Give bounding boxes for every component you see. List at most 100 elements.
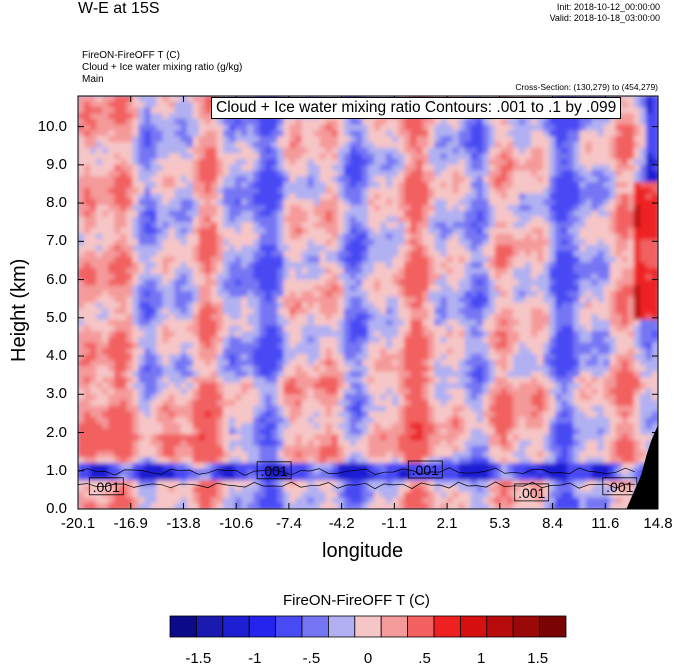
field-cell [368,308,375,315]
field-cell [494,313,502,321]
field-cell [422,377,430,384]
field-cell [651,354,658,361]
field-cell [615,325,623,332]
field-cell [150,107,158,115]
field-cell [90,365,97,373]
field-cell [174,96,182,103]
field-cell [186,141,194,149]
field-cell [603,187,611,195]
field-cell [651,113,658,120]
field-cell [319,136,327,143]
field-cell [301,382,309,390]
field-cell [537,268,545,275]
field-cell [404,336,412,344]
field-cell [295,336,303,344]
field-cell [319,124,327,132]
field-cell [307,348,315,355]
field-cell [506,245,514,252]
field-cell [235,256,242,264]
field-cell [174,204,182,212]
field-cell [603,141,611,149]
field-cell [114,354,122,361]
field-cell [84,291,91,298]
field-cell [108,388,116,396]
field-cell [265,233,273,241]
field-cell [120,204,128,212]
field-cell [138,319,146,327]
field-cell [265,193,273,201]
field-cell [96,124,103,132]
field-cell [428,159,436,166]
field-cell [513,159,520,166]
field-cell [603,124,611,132]
field-cell [307,250,315,258]
field-cell [301,268,309,275]
field-cell [204,233,212,241]
field-cell [289,124,297,132]
field-cell [416,118,424,126]
field-cell [108,130,116,137]
field-cell [259,176,267,183]
field-cell [561,245,569,252]
field-cell [289,233,297,241]
field-cell [90,256,97,264]
field-cell [609,199,617,206]
field-cell [156,210,164,218]
field-cell [422,136,430,143]
field-cell [144,113,152,120]
field-cell [241,159,248,166]
field-cell [277,273,285,281]
field-cell [410,365,418,373]
field-cell [247,124,255,132]
field-cell [96,118,103,126]
field-cell [567,256,575,264]
field-cell [513,141,520,149]
field-cell [132,204,140,212]
field-cell [519,147,526,155]
field-cell [621,118,629,126]
field-cell [144,176,152,183]
field-cell [555,141,563,149]
field-cell [458,359,466,367]
field-cell [549,153,557,160]
field-cell [410,216,418,223]
field-cell [506,268,514,275]
field-cell [446,371,454,378]
field-cell [591,239,599,246]
field-cell [180,118,188,126]
field-cell [416,336,424,344]
field-cell [156,199,164,206]
field-cell [150,101,158,109]
field-cell [476,176,484,183]
field-cell [192,359,200,367]
field-cell [247,359,255,367]
field-cell [216,147,224,155]
field-cell [398,193,406,201]
field-cell [374,273,381,281]
field-cell [374,354,381,361]
field-cell [319,365,327,373]
field-cell [192,130,200,137]
field-cell [307,331,315,338]
field-cell [168,382,176,390]
field-cell [573,204,581,212]
field-cell [216,250,224,258]
field-cell [434,141,442,149]
field-cell [277,302,285,310]
field-cell [416,273,424,281]
field-cell [434,159,442,166]
field-cell [343,182,351,189]
field-cell [198,153,206,160]
field-cell [223,210,230,218]
field-cell [204,296,212,304]
field-cell [168,331,176,338]
field-cell [404,182,412,189]
field-cell [108,96,116,103]
field-cell [434,147,442,155]
field-cell [168,325,176,332]
field-cell [609,325,617,332]
field-cell [361,176,369,183]
field-cell [609,187,617,195]
field-cell [90,193,97,201]
field-cell [621,313,629,321]
